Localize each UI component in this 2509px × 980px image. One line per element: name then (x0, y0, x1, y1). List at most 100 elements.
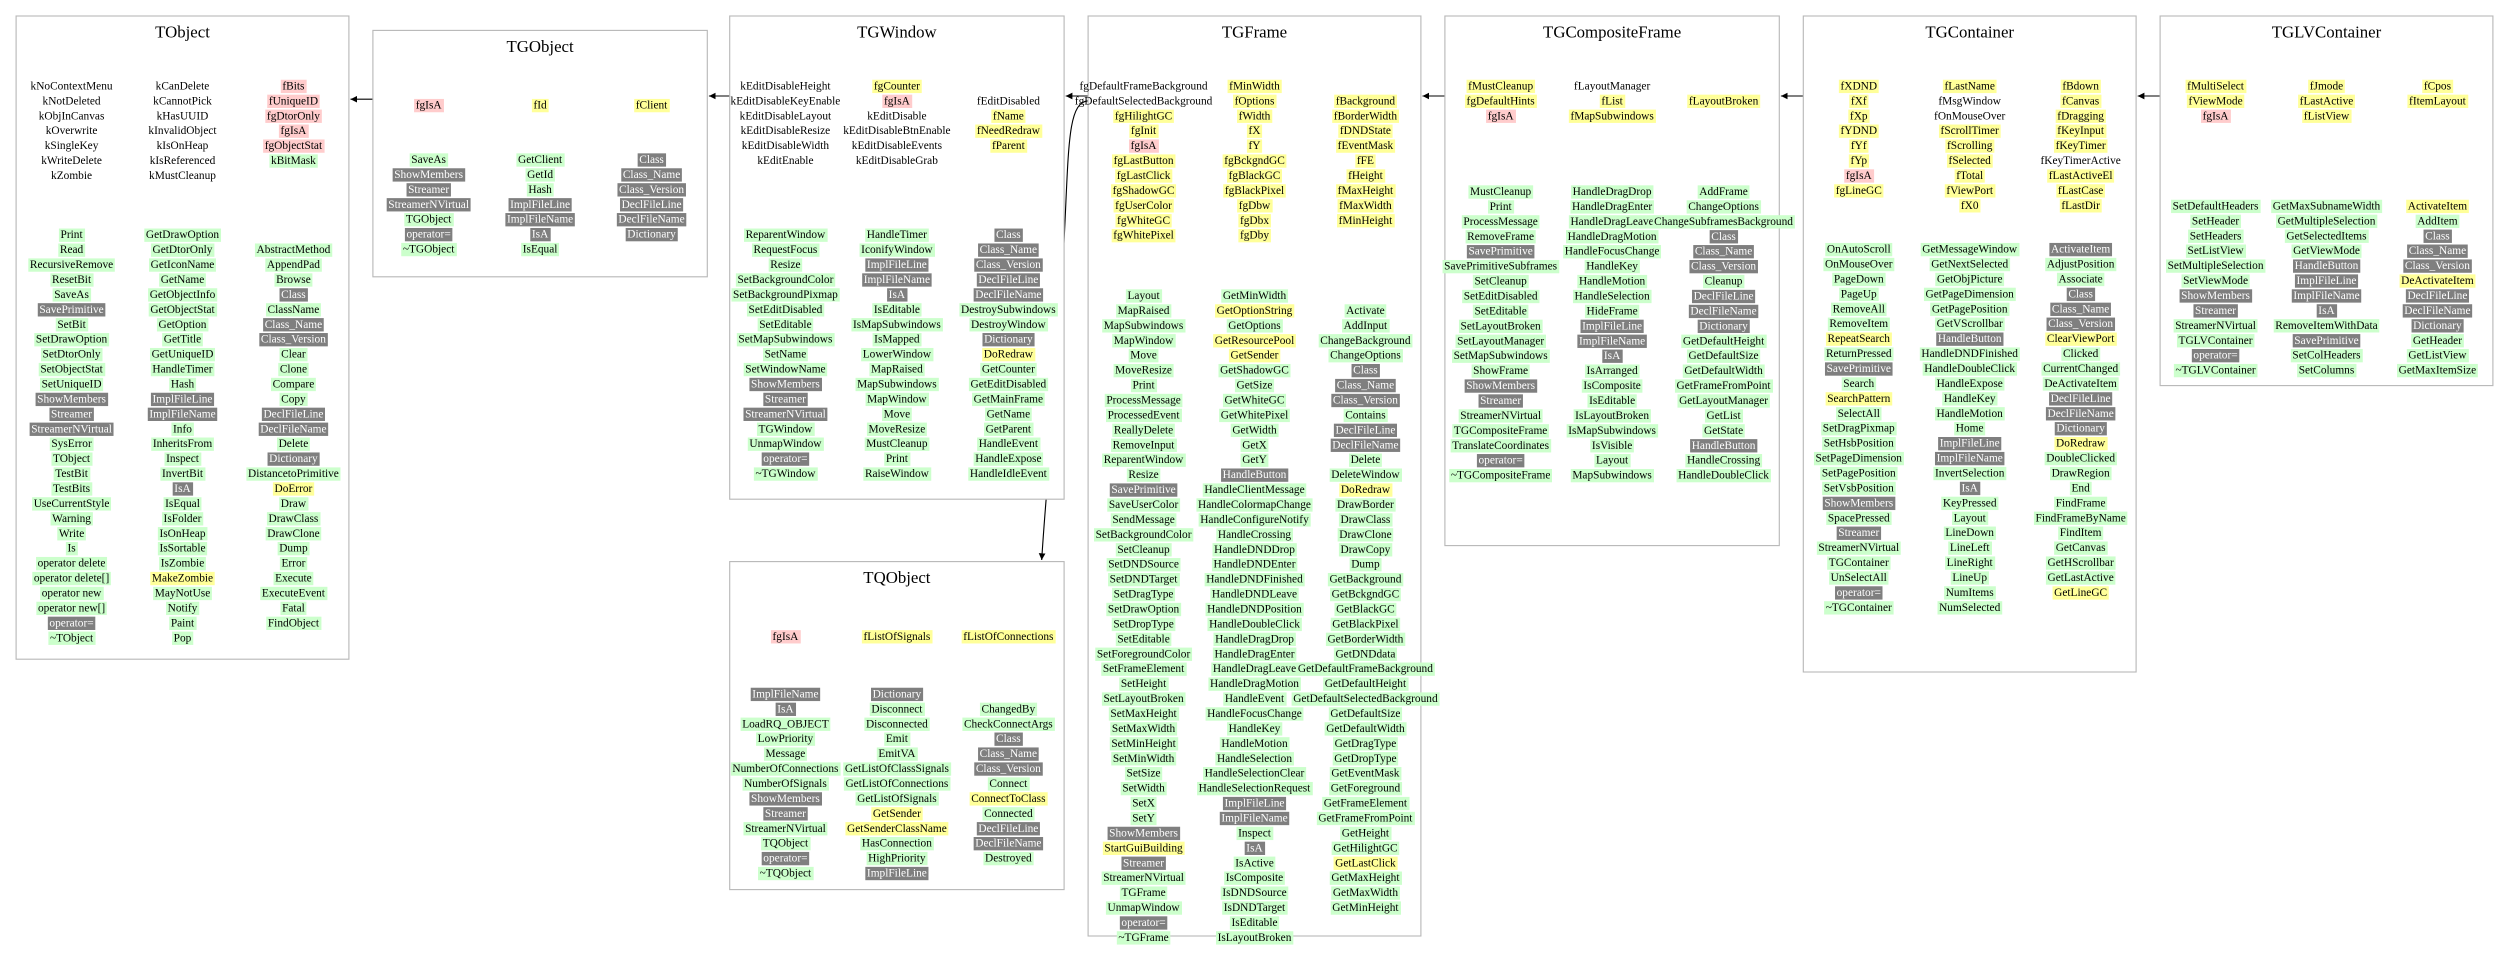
method-label: Streamer (2195, 305, 2236, 317)
label-background (1230, 423, 1279, 438)
label-background (159, 273, 206, 287)
method-label: IsComposite (1583, 380, 1640, 392)
method-label: ReturnPressed (1826, 348, 1892, 360)
method-label: DeclFileLine (2051, 393, 2111, 405)
label-background (749, 792, 822, 806)
label-background (2275, 214, 2378, 228)
label-background (1215, 304, 1295, 318)
member-label: fList (1601, 95, 1623, 107)
method-label: ImplFileName (2293, 290, 2359, 302)
method-label: TGObject (406, 214, 452, 226)
label-background (1327, 572, 1404, 587)
label-background (619, 198, 684, 212)
method-label: NumSelected (1939, 602, 2001, 614)
method-label: Fatal (282, 602, 305, 614)
label-background (1346, 169, 1386, 183)
method-label: GetY (1242, 454, 1267, 466)
method-label: MoveResize (1115, 365, 1172, 377)
label-background (1702, 424, 1745, 438)
method-label: Inspect (1238, 827, 1272, 839)
label-background (1584, 364, 1640, 378)
member-label: fFE (1357, 155, 1374, 167)
member-label: kCanDelete (156, 80, 210, 92)
label-background (1568, 215, 1656, 229)
label-background (977, 437, 1041, 451)
label-background (1211, 662, 1298, 676)
method-label: Browse (276, 274, 311, 286)
label-background (1689, 259, 1758, 274)
label-background (1566, 424, 1659, 438)
class-node: TGLVContainer fMultiSelect fViewMode fgIsA f… (2159, 15, 2494, 387)
label-background (634, 98, 670, 113)
method-label: ClassName (268, 304, 320, 316)
method-label: UnSelectAll (1831, 572, 1887, 584)
method-label: SysError (51, 438, 92, 450)
label-background (28, 258, 115, 272)
label-background (743, 822, 828, 836)
label-background (164, 452, 202, 466)
method-label: ProcessMessage (1106, 394, 1180, 406)
method-label: SetMaxWidth (1112, 723, 1176, 735)
member-label: fKeyTimerActive (2040, 155, 2120, 167)
method-label: ChangeSubframesBackground (1654, 216, 1793, 228)
label-background (866, 422, 927, 436)
member-label: fgIsA (280, 125, 307, 137)
label-background (979, 702, 1038, 716)
method-label: RaiseWindow (865, 468, 930, 480)
label-background (1580, 319, 1644, 334)
label-background (763, 807, 808, 821)
label-background (35, 392, 109, 407)
label-background (2423, 229, 2452, 243)
method-label: HandleKey (1944, 393, 1996, 405)
method-label: ImplFileName (149, 408, 215, 420)
method-label: SetObjectStat (40, 364, 103, 376)
label-background (1942, 79, 1997, 94)
label-background (279, 347, 308, 362)
method-label: GetMainFrame (974, 393, 1043, 405)
method-label: HandleEvent (979, 438, 1039, 450)
member-label: fListOfSignals (863, 631, 930, 643)
method-label: IsComposite (1226, 872, 1283, 884)
member-label: fgIsA (1846, 170, 1873, 182)
label-background (2173, 319, 2258, 333)
label-background (2273, 319, 2380, 333)
method-label: SetLayoutBroken (1461, 320, 1541, 332)
method-label: AdjustPosition (2047, 259, 2115, 271)
method-label: DeclFileLine (1335, 424, 1395, 436)
method-label: Dictionary (2056, 423, 2105, 435)
label-background (1329, 781, 1403, 796)
label-background (1823, 257, 1895, 272)
label-background (406, 183, 451, 197)
label-background (1130, 796, 1157, 811)
member-label: fBackground (1336, 95, 1396, 107)
label-background (1328, 349, 1403, 363)
label-background (1226, 319, 1283, 333)
label-background (763, 347, 808, 362)
label-background (53, 467, 91, 481)
method-label: NumItems (1946, 587, 1995, 599)
label-background (730, 762, 841, 776)
label-background (1954, 169, 1985, 183)
method-label: Class_Version (2405, 260, 2470, 272)
member-label: fgLastClick (1117, 170, 1171, 182)
method-label: GetForeground (1331, 783, 1401, 795)
label-background (1686, 200, 1762, 214)
method-label: Contains (1345, 409, 1386, 421)
method-label: Streamer (1480, 395, 1521, 407)
member-label: fgIsA (884, 95, 911, 107)
member-label: fMinWidth (1229, 80, 1280, 92)
label-background (2402, 304, 2473, 318)
method-label: operator= (1479, 455, 1523, 467)
member-label: fBdown (2062, 80, 2099, 92)
method-label: OnAutoScroll (1827, 244, 1891, 256)
method-label: UseCurrentStyle (34, 498, 110, 510)
label-background (1835, 586, 1883, 600)
member-label: fLastCase (2058, 185, 2103, 197)
class-node: TGFrame fgDefaultFrameBackground fgDefault… (1075, 15, 1440, 945)
method-label: GetViewMode (2293, 245, 2360, 257)
label-background (742, 777, 829, 791)
method-label: SetMinHeight (1111, 738, 1176, 750)
method-label: DeclFileName (260, 423, 326, 435)
member-label: fX (1249, 125, 1261, 137)
